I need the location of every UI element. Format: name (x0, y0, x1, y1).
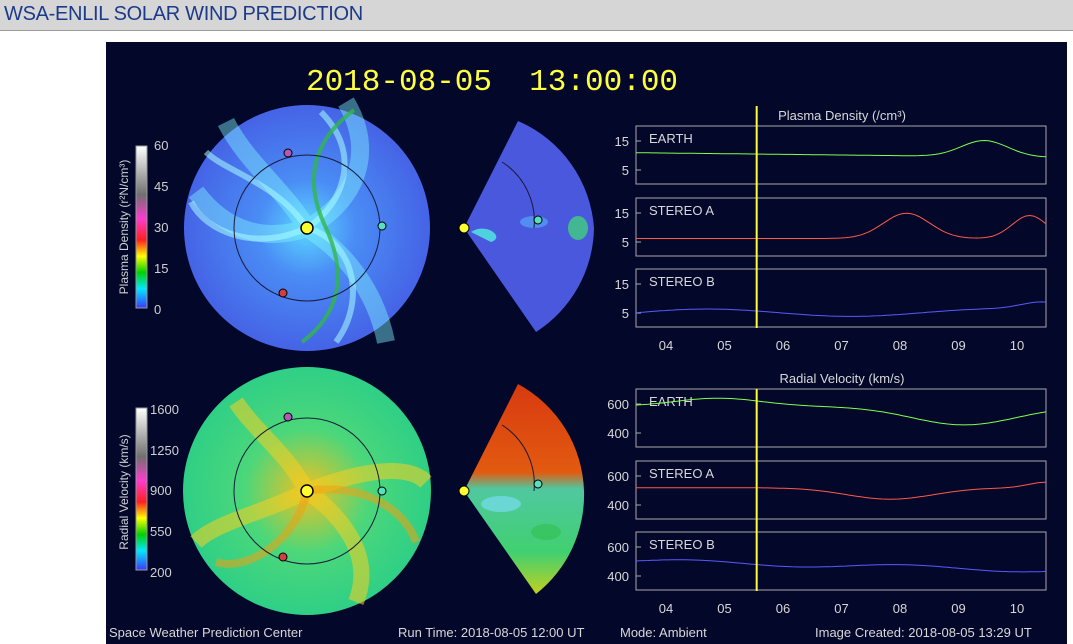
enlil-figure: 2018-08-05 13:00:00 60 45 30 15 0 Plasma… (117, 65, 1047, 616)
density-series-line (635, 301, 1047, 317)
velocity-x-tick-label: 08 (893, 601, 907, 616)
enlil-visualization-panel: 2018-08-05 13:00:00 60 45 30 15 0 Plasma… (106, 42, 1067, 644)
velocity-y-tick-label: 400 (607, 426, 629, 441)
footer-mode: Mode: Ambient (620, 625, 707, 640)
velocity-y-tick-label: 400 (607, 569, 629, 584)
velocity-x-tick-label: 10 (1010, 601, 1024, 616)
density-y-tick-label: 15 (615, 277, 629, 292)
density-colorbar-tick: 60 (154, 138, 168, 153)
velocity-plot-frame (635, 388, 1047, 448)
velocity-meridional-wedge (458, 384, 585, 594)
earth-marker-icon (377, 486, 387, 496)
wedge-earth-marker-icon (533, 479, 543, 489)
page-title: WSA-ENLIL SOLAR WIND PREDICTION (4, 3, 363, 25)
density-y-tick-label: 15 (615, 134, 629, 149)
velocity-series-line (635, 559, 1047, 573)
density-plot-frame (635, 197, 1047, 257)
density-y-tick-label: 5 (622, 306, 629, 321)
density-y-tick-label: 5 (622, 163, 629, 178)
footer-center-name: Space Weather Prediction Center (109, 625, 303, 640)
density-colorbar-tick: 0 (154, 302, 161, 317)
stereo-b-marker-icon (278, 552, 288, 562)
velocity-y-tick-label: 400 (607, 498, 629, 513)
velocity-colorbar-tick: 900 (150, 483, 172, 498)
wedge-sun-icon (458, 485, 470, 497)
velocity-colorbar-tick: 1600 (150, 402, 179, 417)
velocity-y-tick-label: 600 (607, 469, 629, 484)
density-plot-row-label: STEREO A (649, 203, 714, 218)
footer-image-created: Image Created: 2018-08-05 13:29 UT (815, 625, 1032, 640)
density-x-tick-label: 09 (951, 338, 965, 353)
density-series-line (636, 139, 1047, 158)
density-plot-frame (635, 268, 1047, 328)
velocity-x-tick-label: 06 (776, 601, 790, 616)
density-colorbar-label: Plasma Density (r²N/cm³) (117, 160, 131, 295)
wedge-earth-marker-icon (533, 215, 543, 225)
density-x-tick-label: 04 (659, 338, 673, 353)
density-y-tick-label: 5 (622, 235, 629, 250)
earth-marker-icon (377, 221, 387, 231)
density-meridional-wedge (458, 121, 594, 332)
velocity-plot-row-label: STEREO B (649, 537, 715, 552)
density-plot-frame (635, 125, 1047, 185)
density-plot-title: Plasma Density (/cm³) (778, 108, 906, 123)
velocity-y-tick-label: 600 (607, 540, 629, 555)
density-series-line (636, 212, 1047, 239)
density-x-tick-label: 08 (893, 338, 907, 353)
velocity-disk-map (183, 367, 432, 615)
wedge-sun-icon (458, 222, 470, 234)
velocity-plot-row-label: STEREO A (649, 466, 714, 481)
velocity-x-tick-label: 09 (951, 601, 965, 616)
velocity-x-tick-label: 04 (659, 601, 673, 616)
density-x-tick-label: 10 (1010, 338, 1024, 353)
velocity-colorbar-tick: 550 (150, 524, 172, 539)
sun-icon (300, 484, 314, 498)
timestamp: 2018-08-05 13:00:00 (306, 65, 678, 100)
density-plot-row-label: STEREO B (649, 274, 715, 289)
density-colorbar-tick: 15 (154, 261, 168, 276)
density-y-tick-label: 15 (615, 206, 629, 221)
density-x-tick-label: 07 (834, 338, 848, 353)
density-x-tick-label: 06 (776, 338, 790, 353)
velocity-colorbar-tick: 200 (150, 565, 172, 580)
footer-run-time: Run Time: 2018-08-05 12:00 UT (398, 625, 585, 640)
stereo-b-marker-icon (278, 288, 288, 298)
velocity-plot-frame (635, 460, 1047, 520)
density-colorbar-tick: 30 (154, 220, 168, 235)
velocity-y-tick-label: 600 (607, 397, 629, 412)
velocity-x-tick-label: 05 (717, 601, 731, 616)
density-disk-map (184, 97, 430, 351)
density-colorbar-tick: 45 (154, 179, 168, 194)
density-x-tick-label: 05 (717, 338, 731, 353)
velocity-x-tick-label: 07 (834, 601, 848, 616)
density-colorbar: 60 45 30 15 0 Plasma Density (r²N/cm³) (117, 138, 168, 317)
stereo-a-marker-icon (283, 412, 293, 422)
velocity-colorbar-tick: 1250 (150, 443, 179, 458)
velocity-plot-title: Radial Velocity (km/s) (780, 371, 905, 386)
density-plot-row-label: EARTH (649, 131, 693, 146)
sun-icon (300, 221, 314, 235)
velocity-colorbar-label: Radial Velocity (km/s) (117, 434, 131, 549)
velocity-series-line (635, 397, 1047, 426)
velocity-colorbar: 1600 1250 900 550 200 Radial Velocity (k… (117, 402, 179, 580)
velocity-series-line (636, 481, 1047, 500)
stereo-a-marker-icon (283, 148, 293, 158)
page-header: WSA-ENLIL SOLAR WIND PREDICTION (0, 0, 1073, 31)
